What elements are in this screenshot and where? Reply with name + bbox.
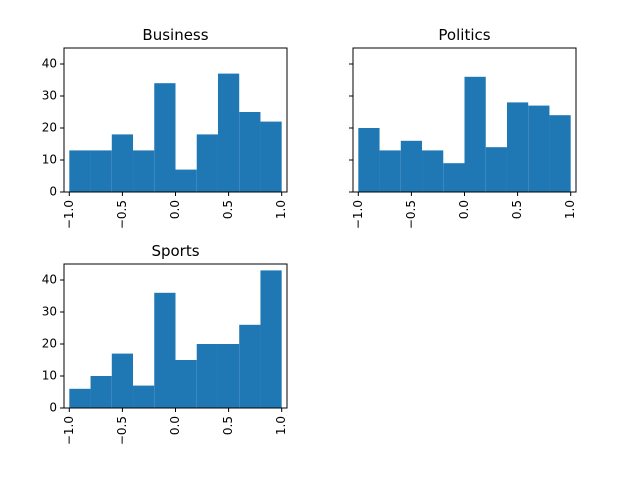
histogram-bar <box>154 83 176 192</box>
chart-title: Sports <box>151 242 199 260</box>
histogram-bar <box>154 292 176 408</box>
subplot-sports: Sports −1.0 −0.5 0.0 0.5 1.0 0 10 20 30 40 <box>42 242 288 445</box>
histogram-bar <box>133 385 155 408</box>
histogram-bar <box>443 163 465 192</box>
histogram-bar <box>422 150 444 192</box>
y-tick-label: 10 <box>42 153 57 167</box>
x-tick-label: 1.0 <box>563 200 577 219</box>
axes-frame <box>63 47 288 193</box>
x-tick-label: 0.5 <box>510 200 524 219</box>
histogram-bar <box>239 112 261 192</box>
histogram-bar <box>379 150 401 192</box>
y-tick-label: 20 <box>42 337 57 351</box>
histogram-bar <box>196 134 218 192</box>
histogram-bar <box>528 105 550 192</box>
histogram-bar <box>506 102 529 192</box>
histogram-bar <box>239 324 261 408</box>
subplot-business: Business −1.0 −0.5 0.0 0.5 1.0 0 10 20 30 40 <box>42 26 288 229</box>
x-tick-label: 0.0 <box>457 200 471 219</box>
y-tick-label: 0 <box>49 185 57 199</box>
histogram-bar <box>464 76 486 192</box>
histogram-bar <box>69 388 91 408</box>
histogram-bar <box>133 150 155 192</box>
histogram-bar <box>400 140 423 192</box>
chart-title: Business <box>142 26 208 44</box>
bar-group <box>358 76 571 192</box>
subplot-politics: Politics −1.0 −0.5 0.0 0.5 1.0 <box>349 26 577 229</box>
y-axis: 0 10 20 30 40 <box>42 57 64 199</box>
y-tick-label: 20 <box>42 121 57 135</box>
x-axis: −1.0 −0.5 0.0 0.5 1.0 <box>62 192 288 229</box>
y-axis <box>349 63 353 193</box>
histogram-bar <box>485 147 507 192</box>
x-tick-label: 0.5 <box>221 416 235 435</box>
histogram-bar <box>90 376 112 408</box>
axes-frame <box>352 47 577 193</box>
y-axis: 0 10 20 30 40 <box>42 273 64 415</box>
histogram-bar <box>358 128 380 192</box>
histogram-bar <box>217 344 240 408</box>
x-tick-label: 0.0 <box>168 200 182 219</box>
x-tick-label: −0.5 <box>404 200 418 229</box>
x-axis: −1.0 −0.5 0.0 0.5 1.0 <box>351 192 577 229</box>
x-tick-label: 1.0 <box>274 416 288 435</box>
histogram-bar <box>111 134 134 192</box>
histogram-bar <box>69 150 91 192</box>
x-axis: −1.0 −0.5 0.0 0.5 1.0 <box>62 408 288 445</box>
x-tick-label: −1.0 <box>62 416 76 445</box>
histogram-bar <box>260 121 282 192</box>
histogram-bar <box>90 150 112 192</box>
x-tick-label: 0.0 <box>168 416 182 435</box>
histogram-bar <box>175 360 197 408</box>
x-tick-label: 1.0 <box>274 200 288 219</box>
y-tick-label: 40 <box>42 273 57 287</box>
y-tick-label: 0 <box>49 401 57 415</box>
axes-frame <box>63 263 288 409</box>
histogram-bar <box>111 353 134 408</box>
x-tick-label: 0.5 <box>221 200 235 219</box>
chart-title: Politics <box>438 26 490 44</box>
y-tick-label: 10 <box>42 369 57 383</box>
x-tick-label: −1.0 <box>351 200 365 229</box>
histogram-bar <box>175 169 197 192</box>
y-tick-label: 40 <box>42 57 57 71</box>
histogram-bar <box>196 344 218 408</box>
histogram-bar <box>217 73 240 192</box>
y-tick-label: 30 <box>42 305 57 319</box>
x-tick-label: −1.0 <box>62 200 76 229</box>
bar-group <box>69 73 282 192</box>
histogram-bar <box>549 115 571 192</box>
x-tick-label: −0.5 <box>115 416 129 445</box>
bar-group <box>69 270 282 408</box>
x-tick-label: −0.5 <box>115 200 129 229</box>
y-tick-label: 30 <box>42 89 57 103</box>
histogram-bar <box>260 270 282 408</box>
